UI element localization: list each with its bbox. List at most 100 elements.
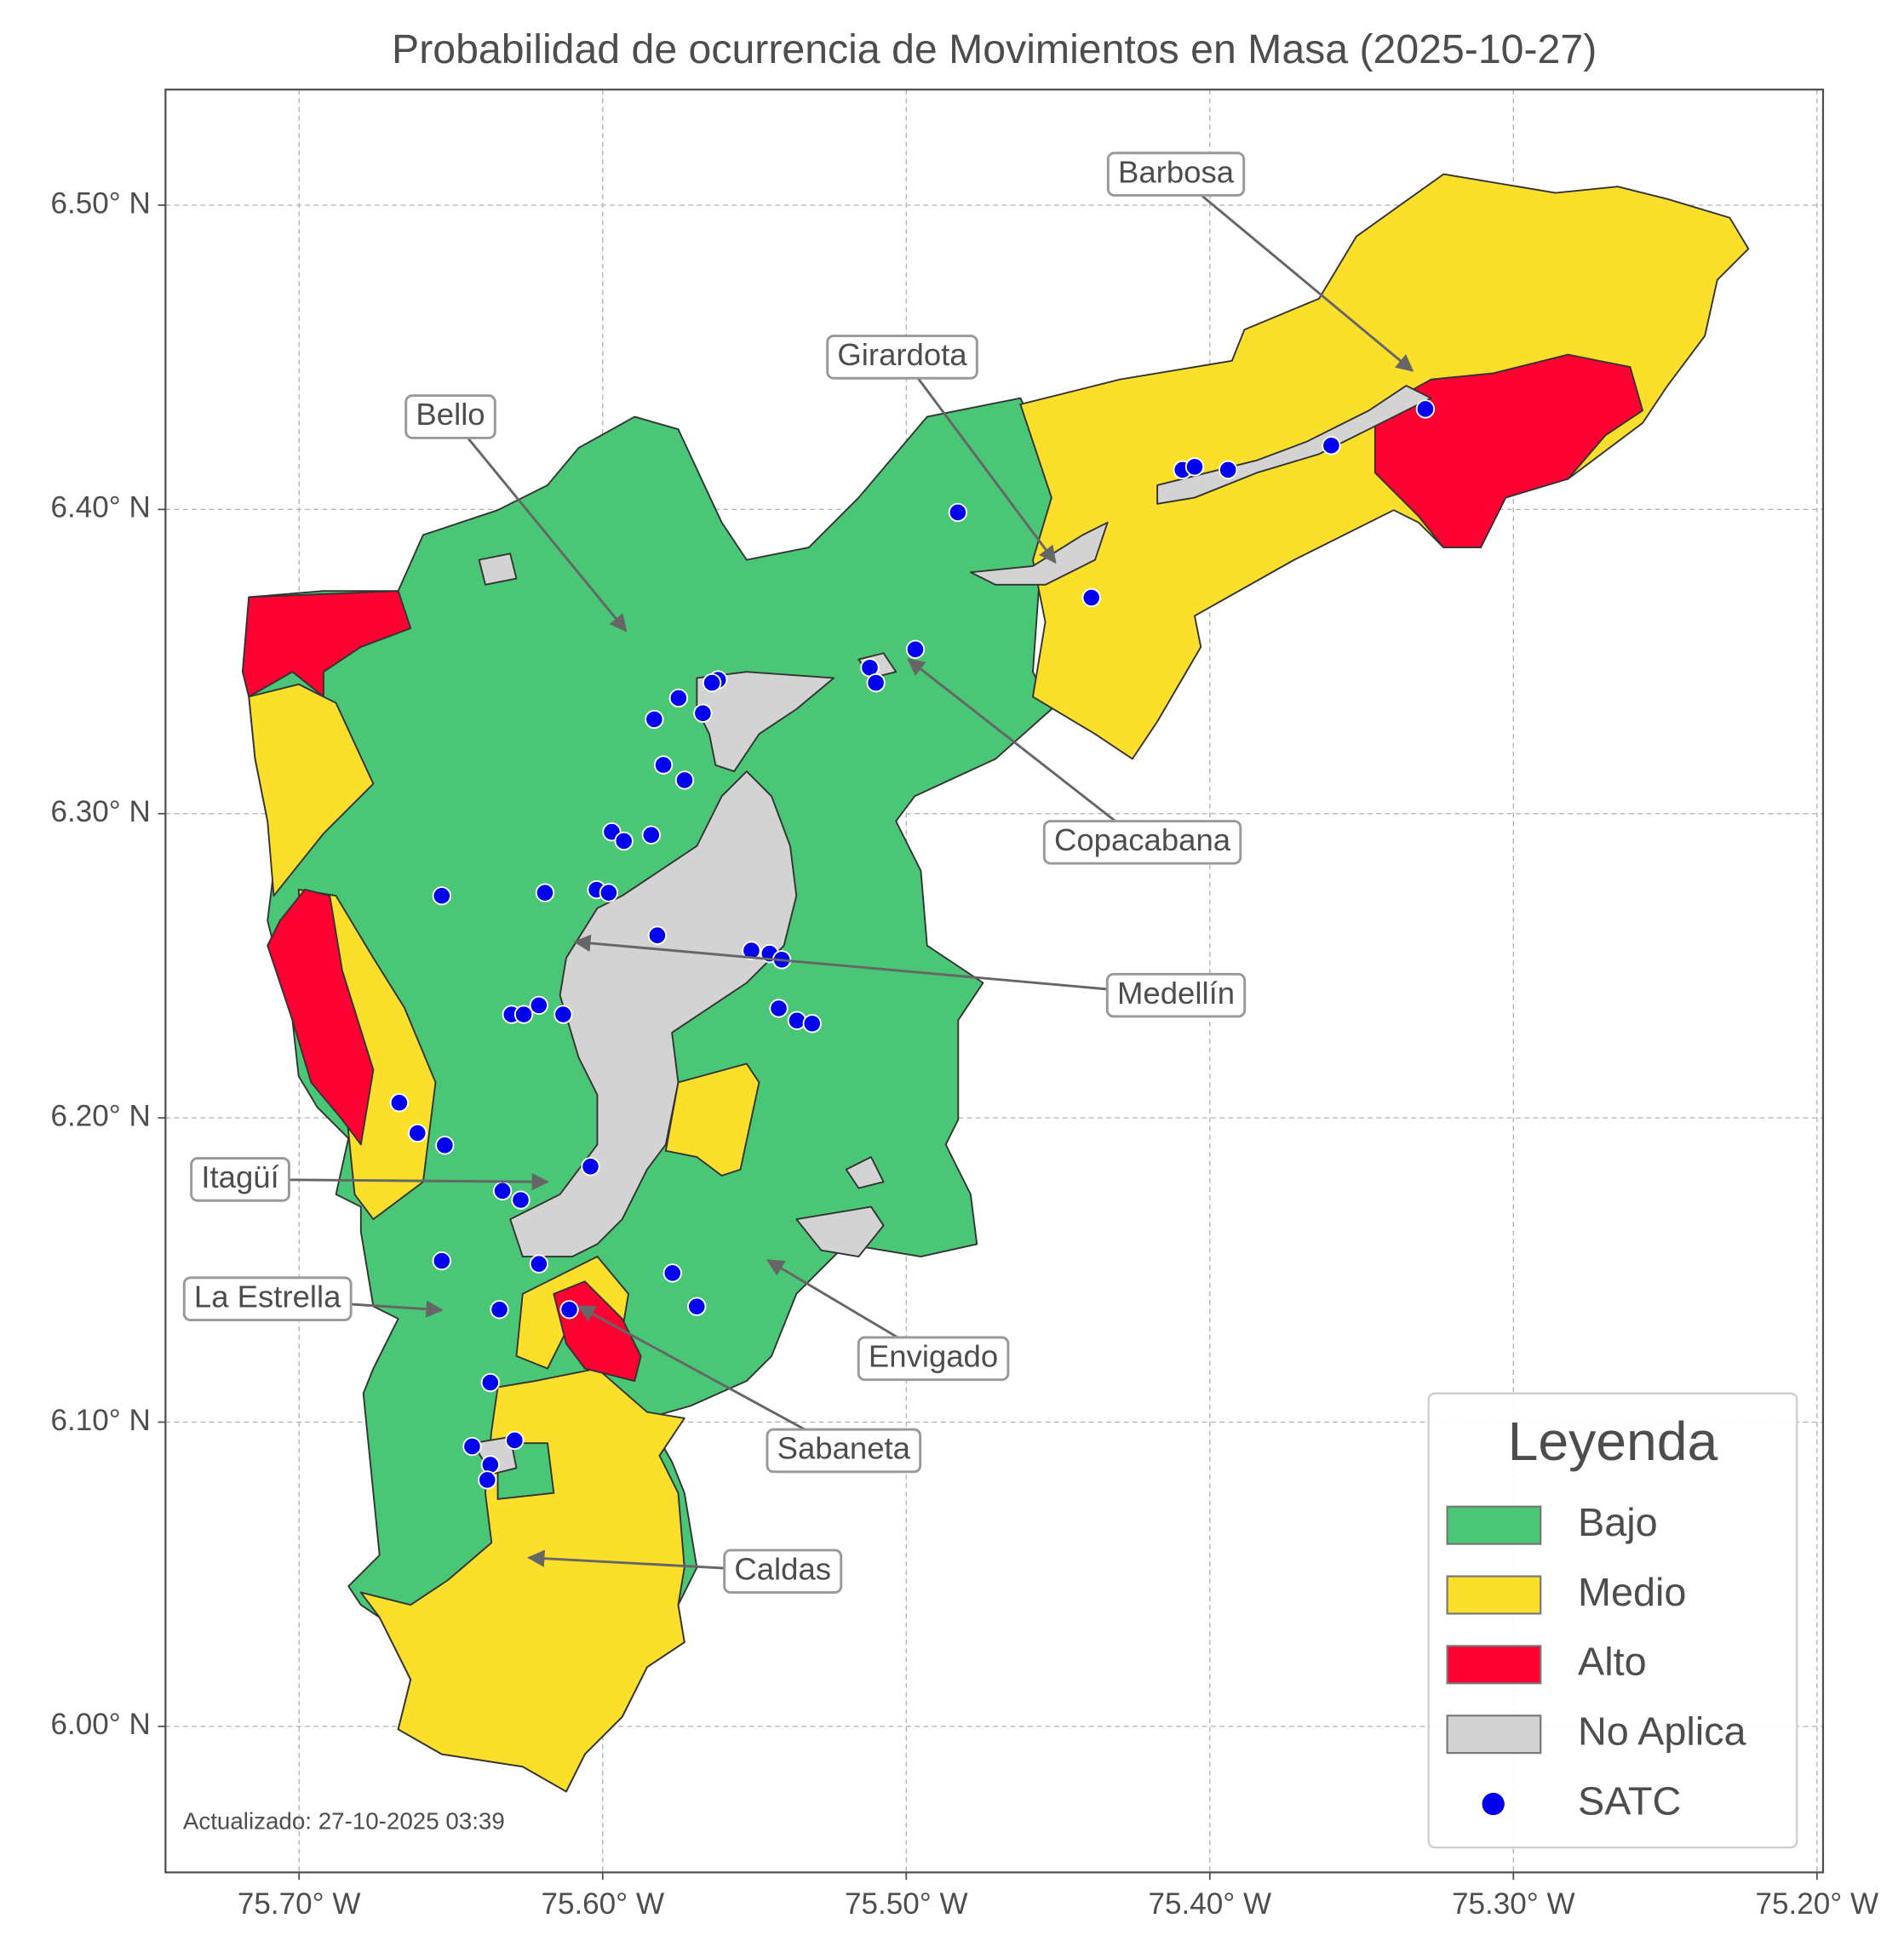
satc-point xyxy=(905,639,926,659)
satc-point xyxy=(948,502,968,523)
satc-point xyxy=(1415,399,1436,419)
satc-point xyxy=(581,1157,600,1177)
x-tick-label: 75.60° W xyxy=(541,1887,664,1921)
annotation-box xyxy=(182,1276,353,1322)
map-frame xyxy=(164,89,1825,1874)
satc-point xyxy=(553,1005,573,1024)
satc-point xyxy=(769,999,789,1018)
satc-point xyxy=(513,1005,534,1024)
satc-point xyxy=(432,1251,451,1271)
annotation-label: Bello xyxy=(416,397,485,432)
annotation-label: Sabaneta xyxy=(777,1431,911,1466)
satc-point xyxy=(435,1136,455,1155)
y-tick-label: 6.50° N xyxy=(51,186,151,220)
annotation-arrow xyxy=(576,1305,845,1452)
region-medio xyxy=(664,1062,760,1177)
annotation-label: Copacabana xyxy=(1054,822,1231,857)
legend-swatch xyxy=(1446,1575,1542,1615)
legend: Leyenda Bajo Medio Alto No Aplica SATC xyxy=(1427,1392,1798,1849)
legend-label: Medio xyxy=(1578,1570,1686,1614)
satc-point xyxy=(662,1263,682,1283)
annotation-label: Girardota xyxy=(837,337,967,372)
annotation-arrow xyxy=(907,658,1144,844)
satc-point xyxy=(641,825,661,845)
region-medio xyxy=(359,1367,685,1793)
y-tick-label: 6.30° N xyxy=(51,795,151,828)
satc-point xyxy=(653,755,674,775)
x-tick-label: 75.40° W xyxy=(1148,1887,1271,1921)
region-no-aplica xyxy=(845,1156,885,1189)
satc-point xyxy=(1184,457,1205,477)
satc-point xyxy=(389,1093,410,1113)
annotation-label: Envigado xyxy=(869,1339,998,1374)
legend-label: No Aplica xyxy=(1578,1709,1746,1754)
satc-point xyxy=(674,770,695,790)
satc-point xyxy=(480,1455,501,1474)
satc-point xyxy=(1218,460,1238,480)
annotation-box xyxy=(723,1549,843,1595)
region-medio xyxy=(248,683,375,897)
legend-marker xyxy=(1482,1792,1505,1816)
legend-label: SATC xyxy=(1578,1778,1681,1823)
y-tick-label: 6.10° N xyxy=(51,1404,151,1437)
satc-point xyxy=(668,688,689,708)
annotation-arrow xyxy=(573,934,1177,997)
y-tick-label: 6.00° N xyxy=(51,1708,151,1741)
satc-point xyxy=(599,883,619,902)
satc-point xyxy=(693,703,713,724)
annotation-box xyxy=(1042,820,1242,865)
annotation-boxes: Barbosa Girardota Bello Copacabana Medellín I… xyxy=(182,152,1247,1595)
x-tick-label: 75.70° W xyxy=(238,1887,361,1921)
annotation-box xyxy=(826,335,978,380)
annotation-label: Itagüí xyxy=(201,1159,278,1194)
annotation-arrow xyxy=(449,415,628,633)
annotation-box xyxy=(1106,152,1246,197)
satc-point xyxy=(802,1014,822,1033)
annotation-box xyxy=(857,1336,1010,1382)
annotation-label: Barbosa xyxy=(1118,154,1235,189)
satc-point xyxy=(480,1372,501,1393)
legend-swatch xyxy=(1446,1645,1542,1685)
satc-point xyxy=(687,1297,707,1316)
legend-title: Leyenda xyxy=(1508,1411,1718,1472)
satc-point xyxy=(559,1300,579,1320)
satc-point xyxy=(529,995,549,1016)
satc-point xyxy=(866,673,886,693)
annotation-label: La Estrella xyxy=(194,1279,341,1314)
annotation-box xyxy=(1105,972,1247,1018)
annotation-arrow xyxy=(240,1172,550,1191)
satc-point xyxy=(702,673,722,693)
satc-point xyxy=(1322,436,1341,455)
figure-root: Probabilidad de ocurrencia de Movimiento… xyxy=(51,26,1879,1921)
satc-point xyxy=(645,709,664,730)
satc-point xyxy=(1081,587,1101,608)
legend-label: Bajo xyxy=(1578,1500,1658,1544)
regions xyxy=(242,173,1750,1793)
region-no-aplica xyxy=(795,1205,885,1257)
x-tick-label: 75.20° W xyxy=(1756,1887,1879,1921)
satc-point xyxy=(787,1011,807,1030)
x-tick-label: 75.30° W xyxy=(1452,1887,1575,1921)
satc-point xyxy=(535,883,555,902)
satc-point xyxy=(505,1430,525,1451)
axes: 75.70° W 75.60° W 75.50° W 75.40° W 75.30° W… xyxy=(51,186,1879,1921)
legend-label: Alto xyxy=(1578,1640,1647,1684)
satc-point xyxy=(408,1123,427,1143)
annotation-label: Caldas xyxy=(734,1551,831,1586)
annotation-arrow xyxy=(1175,173,1414,372)
region-no-aplica xyxy=(509,770,798,1257)
x-tick-label: 75.50° W xyxy=(845,1887,968,1921)
y-tick-label: 6.20° N xyxy=(51,1099,151,1132)
annotation-arrows xyxy=(240,173,1414,1573)
satc-point xyxy=(492,1181,513,1201)
y-tick-label: 6.40° N xyxy=(51,491,151,524)
region-alto xyxy=(242,590,412,698)
satc-point xyxy=(742,941,761,960)
annotation-box xyxy=(190,1157,290,1202)
legend-swatch xyxy=(1446,1505,1542,1545)
region-alto xyxy=(267,888,375,1146)
satc-point xyxy=(432,886,451,906)
legend-swatch xyxy=(1446,1715,1542,1755)
